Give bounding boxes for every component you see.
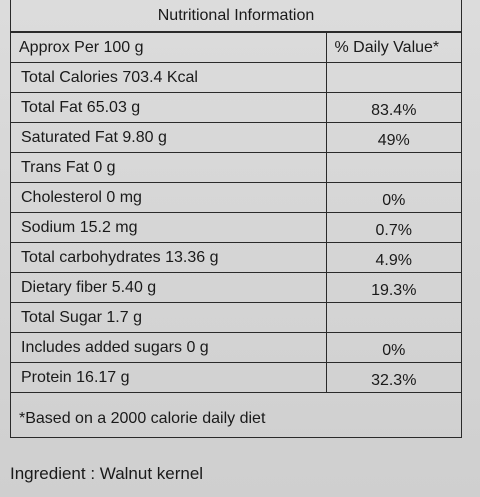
table-row: Includes added sugars 0 g 0% xyxy=(11,332,461,363)
daily-value-cell: 0.7% xyxy=(326,212,461,243)
ingredient-text: Ingredient : Walnut kernel xyxy=(10,464,204,483)
table-row: Dietary fiber 5.40 g 19.3% xyxy=(11,272,461,303)
nutrient-cell: Total Calories 703.4 Kcal xyxy=(11,62,327,93)
table-row: Sodium 15.2 mg 0.7% xyxy=(11,212,461,243)
daily-value-cell xyxy=(326,62,461,93)
nutrient-cell: Dietary fiber 5.40 g xyxy=(11,272,327,303)
nutrient-cell: Trans Fat 0 g xyxy=(11,152,327,183)
nutrient-cell: Total Sugar 1.7 g xyxy=(11,302,327,333)
daily-value-cell: 32.3% xyxy=(326,362,461,393)
footnote: *Based on a 2000 calorie daily diet xyxy=(19,410,266,427)
table-row: Total carbohydrates 13.36 g 4.9% xyxy=(11,242,461,273)
daily-value-cell: 0% xyxy=(326,332,461,363)
table-row: Trans Fat 0 g xyxy=(11,152,461,183)
nutrition-table-frame: Nutritional Information Approx Per 100 g… xyxy=(10,0,462,438)
table-row: Total Calories 703.4 Kcal xyxy=(11,62,461,93)
daily-value-cell: 4.9% xyxy=(326,242,461,273)
daily-value-cell xyxy=(326,302,461,333)
daily-value-cell: 83.4% xyxy=(326,92,461,123)
daily-value-cell: 19.3% xyxy=(326,272,461,303)
footnote-row: *Based on a 2000 calorie daily diet xyxy=(11,402,461,438)
nutrient-cell: Includes added sugars 0 g xyxy=(11,332,327,363)
daily-value-cell xyxy=(326,152,461,183)
table-row: Protein 16.17 g 32.3% xyxy=(11,362,461,393)
nutrient-cell: Total carbohydrates 13.36 g xyxy=(11,242,327,273)
daily-value-cell: 49% xyxy=(326,122,461,153)
nutrient-cell: Sodium 15.2 mg xyxy=(11,212,327,243)
table-row: Total Fat 65.03 g 83.4% xyxy=(11,92,461,123)
daily-value-cell: 0% xyxy=(326,182,461,213)
table-row: Total Sugar 1.7 g xyxy=(11,302,461,333)
header-row: Approx Per 100 g % Daily Value* xyxy=(11,32,461,63)
nutrition-table: Approx Per 100 g % Daily Value* Total Ca… xyxy=(11,32,461,393)
table-row: Cholesterol 0 mg 0% xyxy=(11,182,461,213)
nutrient-cell: Saturated Fat 9.80 g xyxy=(11,122,327,153)
nutrient-cell: Cholesterol 0 mg xyxy=(11,182,327,213)
per-serving-header: Approx Per 100 g xyxy=(11,32,327,63)
table-row: Saturated Fat 9.80 g 49% xyxy=(11,122,461,153)
nutrient-cell: Total Fat 65.03 g xyxy=(11,92,327,123)
daily-value-header: % Daily Value* xyxy=(326,32,461,63)
table-title: Nutritional Information xyxy=(11,0,461,32)
nutrient-cell: Protein 16.17 g xyxy=(11,362,327,393)
